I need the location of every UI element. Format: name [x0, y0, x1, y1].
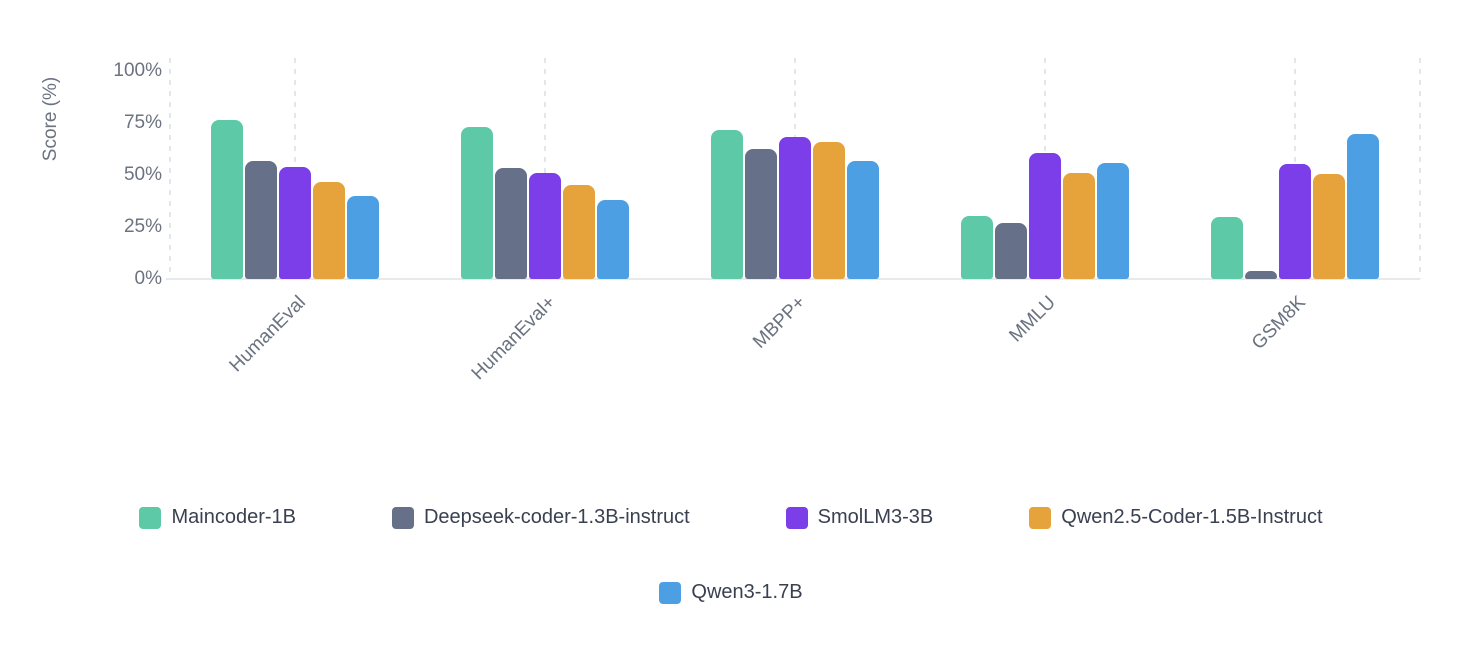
legend-label: Qwen3-1.7B: [691, 581, 803, 603]
bar-qwen3-1-7b[interactable]: [847, 161, 879, 279]
y-tick-label: 50%: [123, 164, 162, 185]
x-axis-label-mbpp-: MBPP+: [749, 292, 810, 353]
legend-swatch-icon: [785, 506, 808, 529]
vertical-gridline: [544, 58, 546, 279]
y-tick-label: 75%: [123, 112, 162, 133]
legend: Maincoder-1B Deepseek-coder-1.3B-instruct…: [0, 506, 1462, 604]
legend-label: Deepseek-coder-1.3B-instruct: [423, 506, 690, 528]
legend-item-smollm3-3b[interactable]: SmolLM3-3B: [785, 506, 934, 529]
bar-maincoder-1b[interactable]: [711, 130, 743, 279]
legend-label: Maincoder-1B: [171, 506, 296, 528]
vertical-gridline: [169, 58, 171, 279]
bar-qwen3-1-7b[interactable]: [347, 195, 379, 279]
bar-smollm3-3b[interactable]: [1029, 153, 1061, 279]
legend-row-2: Qwen3-1.7B: [0, 581, 1462, 604]
bar-group-mbpp-: [670, 71, 920, 279]
legend-row-1: Maincoder-1B Deepseek-coder-1.3B-instruct…: [0, 506, 1462, 529]
bar-smollm3-3b[interactable]: [529, 172, 561, 279]
legend-label: SmolLM3-3B: [817, 506, 934, 528]
bar-qwen3-1-7b[interactable]: [597, 199, 629, 279]
x-axis-label-humaneval-: HumanEval+: [467, 292, 560, 385]
bar-qwen2-5-coder-1-5b-instruct[interactable]: [1063, 172, 1095, 279]
x-axis-label-mmlu: MMLU: [1005, 292, 1060, 347]
bar-maincoder-1b[interactable]: [211, 119, 243, 279]
bar-group-gsm8k: [1170, 71, 1420, 279]
y-tick-label: 25%: [123, 216, 162, 237]
bar-qwen3-1-7b[interactable]: [1097, 162, 1129, 279]
x-axis-line: [166, 278, 1420, 280]
legend-item-qwen3-1-7b[interactable]: Qwen3-1.7B: [659, 581, 803, 604]
bar-maincoder-1b[interactable]: [461, 127, 493, 279]
plot-area: [166, 58, 1421, 280]
legend-label: Qwen2.5-Coder-1.5B-Instruct: [1061, 506, 1323, 528]
x-axis-label-humaneval: HumanEval: [225, 292, 310, 377]
y-tick-label: 100%: [113, 60, 162, 81]
y-axis-title: Score (%): [40, 76, 61, 162]
bar-group-humaneval: [170, 71, 420, 279]
bar-maincoder-1b[interactable]: [961, 215, 993, 279]
bar-qwen3-1-7b[interactable]: [1347, 134, 1379, 279]
legend-swatch-icon: [391, 506, 414, 529]
vertical-gridline: [1419, 58, 1421, 279]
bar-smollm3-3b[interactable]: [779, 136, 811, 279]
bar-maincoder-1b[interactable]: [1211, 216, 1243, 279]
legend-item-deepseek-coder-1-3b-instruct[interactable]: Deepseek-coder-1.3B-instruct: [391, 506, 690, 529]
legend-swatch-icon: [659, 581, 682, 604]
bar-deepseek-coder-1-3b-instruct[interactable]: [245, 161, 277, 279]
bar-group-mmlu: [920, 71, 1170, 279]
bar-smollm3-3b[interactable]: [279, 166, 311, 279]
bar-qwen2-5-coder-1-5b-instruct[interactable]: [1313, 173, 1345, 279]
legend-item-qwen2-5-coder-1-5b-instruct[interactable]: Qwen2.5-Coder-1.5B-Instruct: [1029, 506, 1323, 529]
bar-deepseek-coder-1-3b-instruct[interactable]: [495, 167, 527, 279]
legend-item-maincoder-1b[interactable]: Maincoder-1B: [139, 506, 296, 529]
bar-group-humaneval-: [420, 71, 670, 279]
x-axis-label-gsm8k: GSM8K: [1247, 292, 1310, 354]
bar-deepseek-coder-1-3b-instruct[interactable]: [1245, 270, 1277, 279]
legend-swatch-icon: [1029, 506, 1052, 529]
legend-swatch-icon: [139, 506, 162, 529]
bar-qwen2-5-coder-1-5b-instruct[interactable]: [313, 182, 345, 279]
bar-qwen2-5-coder-1-5b-instruct[interactable]: [813, 141, 845, 279]
bar-smollm3-3b[interactable]: [1279, 163, 1311, 279]
bar-deepseek-coder-1-3b-instruct[interactable]: [745, 149, 777, 279]
bar-qwen2-5-coder-1-5b-instruct[interactable]: [563, 185, 595, 279]
y-tick-label: 0%: [134, 268, 162, 289]
bar-deepseek-coder-1-3b-instruct[interactable]: [995, 222, 1027, 279]
